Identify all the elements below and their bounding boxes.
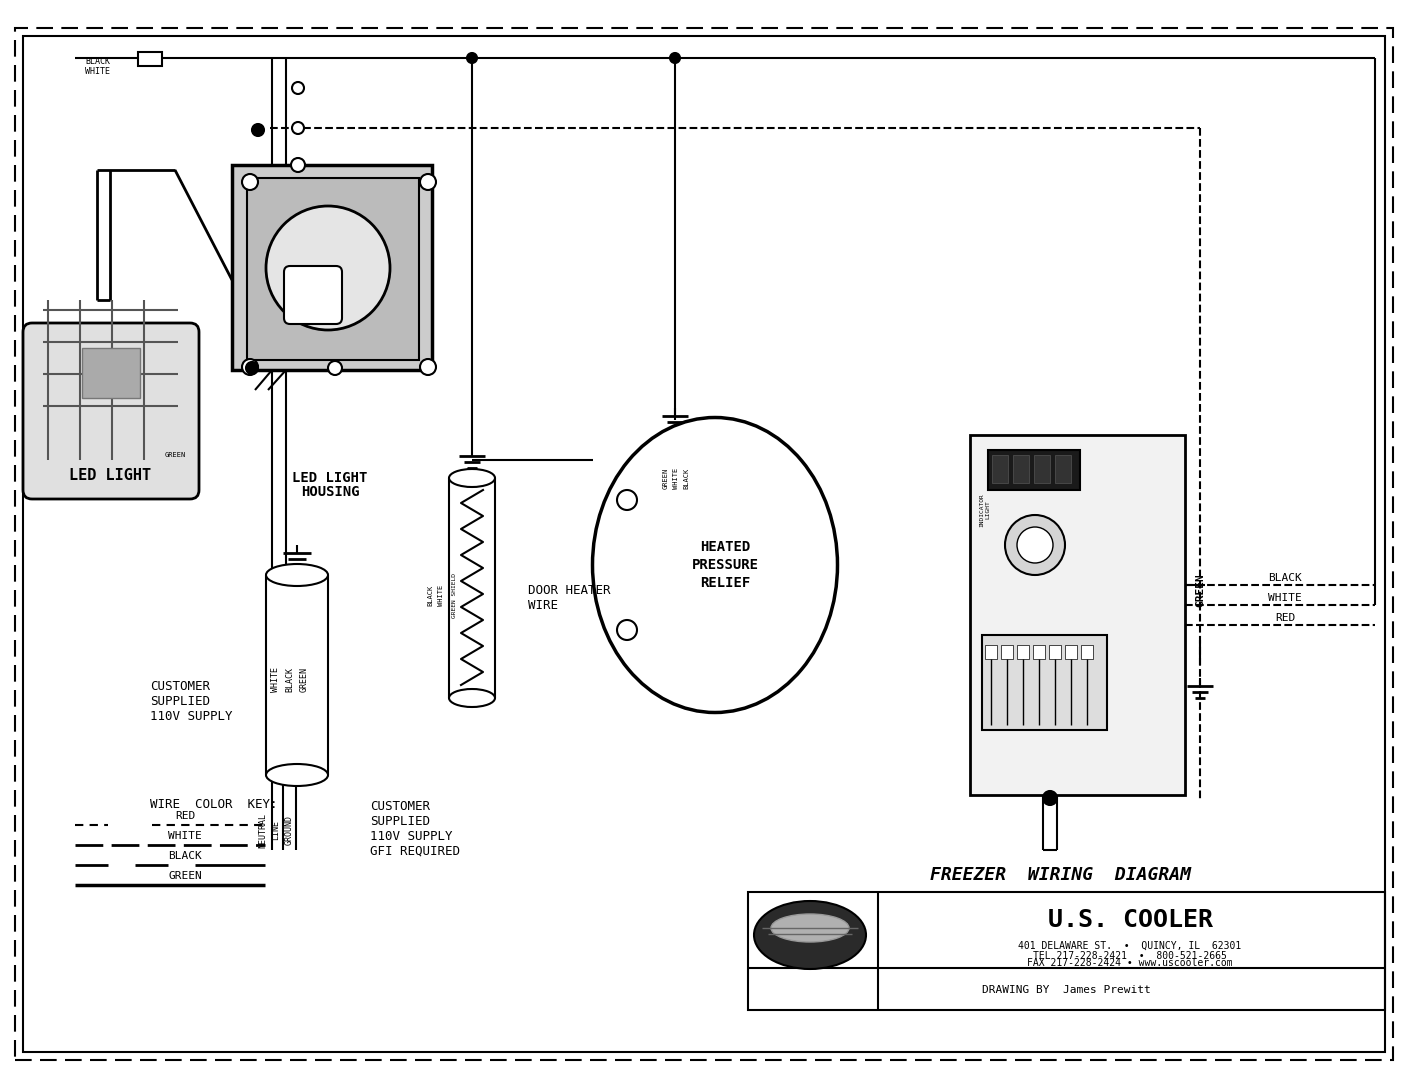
Bar <box>988 450 1080 490</box>
Circle shape <box>617 620 636 640</box>
Circle shape <box>266 206 390 330</box>
Bar <box>748 892 1385 1010</box>
Ellipse shape <box>266 764 328 786</box>
Bar <box>1033 455 1050 483</box>
Text: HEATED: HEATED <box>700 540 750 554</box>
Circle shape <box>1017 527 1053 562</box>
Text: RED: RED <box>1274 613 1295 623</box>
Text: GREEN SHIELD: GREEN SHIELD <box>452 572 456 618</box>
Text: BLACK: BLACK <box>683 468 689 489</box>
Circle shape <box>291 122 304 134</box>
Text: INDICATOR
LIGHT: INDICATOR LIGHT <box>980 493 990 527</box>
Bar <box>1055 455 1071 483</box>
Circle shape <box>246 362 258 374</box>
Text: BLACK: BLACK <box>84 58 110 66</box>
Text: 401 DELAWARE ST.  •  QUINCY, IL  62301: 401 DELAWARE ST. • QUINCY, IL 62301 <box>1018 941 1242 951</box>
Bar <box>82 348 139 398</box>
Bar <box>986 645 997 659</box>
Bar <box>993 455 1008 483</box>
Circle shape <box>252 124 265 136</box>
Bar <box>981 635 1107 730</box>
Text: GROUND: GROUND <box>284 815 293 845</box>
Text: GREEN: GREEN <box>1195 573 1205 607</box>
FancyBboxPatch shape <box>23 323 199 499</box>
Text: WHITE: WHITE <box>84 67 110 76</box>
Circle shape <box>420 174 436 190</box>
Circle shape <box>467 53 477 63</box>
Text: NEUTRAL: NEUTRAL <box>259 813 268 848</box>
Bar <box>1081 645 1093 659</box>
Circle shape <box>291 82 304 94</box>
Bar <box>232 165 432 370</box>
Ellipse shape <box>266 564 328 586</box>
Text: WIRE  COLOR  KEY:: WIRE COLOR KEY: <box>151 799 277 812</box>
Text: WHITE: WHITE <box>168 831 201 841</box>
Text: GREEN: GREEN <box>165 452 186 458</box>
Circle shape <box>420 359 436 375</box>
Text: WHITE: WHITE <box>1269 593 1302 603</box>
Text: WHITE: WHITE <box>673 468 679 489</box>
Bar <box>138 52 162 66</box>
Bar <box>1049 645 1062 659</box>
Text: RELIEF: RELIEF <box>700 576 750 590</box>
Text: DRAWING BY  James Prewitt: DRAWING BY James Prewitt <box>981 985 1150 996</box>
Bar <box>1033 645 1045 659</box>
Text: WHITE: WHITE <box>438 584 444 606</box>
Text: BLACK: BLACK <box>286 668 294 692</box>
Text: RED: RED <box>175 811 196 821</box>
Ellipse shape <box>755 901 866 969</box>
Text: PRESSURE: PRESSURE <box>691 558 759 572</box>
Bar <box>1064 645 1077 659</box>
Bar <box>1012 455 1029 483</box>
Text: CUSTOMER
SUPPLIED
110V SUPPLY: CUSTOMER SUPPLIED 110V SUPPLY <box>151 680 232 724</box>
Ellipse shape <box>449 689 496 707</box>
Text: HOUSING: HOUSING <box>301 485 359 499</box>
Text: GREEN: GREEN <box>300 668 308 692</box>
Circle shape <box>291 158 306 172</box>
Circle shape <box>328 361 342 375</box>
Text: DOOR HEATER
WIRE: DOOR HEATER WIRE <box>528 584 611 611</box>
Bar <box>1001 645 1012 659</box>
Ellipse shape <box>772 914 849 942</box>
Ellipse shape <box>449 469 496 487</box>
Circle shape <box>617 490 636 510</box>
Bar <box>1017 645 1029 659</box>
Bar <box>970 435 1186 795</box>
Text: BLACK: BLACK <box>427 584 434 606</box>
Text: BLACK: BLACK <box>168 851 201 861</box>
Text: TEL 217-228-2421  •  800-521-2665: TEL 217-228-2421 • 800-521-2665 <box>1033 951 1226 961</box>
Text: LED LIGHT: LED LIGHT <box>293 471 367 485</box>
Bar <box>246 178 420 360</box>
Circle shape <box>242 359 258 375</box>
Circle shape <box>242 174 258 190</box>
Circle shape <box>1043 791 1057 805</box>
Text: GREEN: GREEN <box>168 871 201 881</box>
Text: WHITE: WHITE <box>272 668 280 692</box>
Text: BLACK: BLACK <box>1269 573 1302 583</box>
FancyBboxPatch shape <box>284 265 342 324</box>
Ellipse shape <box>593 418 838 713</box>
Text: LINE: LINE <box>272 820 280 840</box>
Text: LED LIGHT: LED LIGHT <box>69 468 151 482</box>
Circle shape <box>1005 515 1064 574</box>
Text: CUSTOMER
SUPPLIED
110V SUPPLY
GFI REQUIRED: CUSTOMER SUPPLIED 110V SUPPLY GFI REQUIR… <box>370 800 460 858</box>
Text: U.S. COOLER: U.S. COOLER <box>1048 908 1212 932</box>
Text: FREEZER  WIRING  DIAGRAM: FREEZER WIRING DIAGRAM <box>929 866 1191 883</box>
Text: FAX 217-228-2424 • www.uscooler.com: FAX 217-228-2424 • www.uscooler.com <box>1028 959 1233 968</box>
Text: GREEN: GREEN <box>663 468 669 489</box>
Circle shape <box>670 53 680 63</box>
